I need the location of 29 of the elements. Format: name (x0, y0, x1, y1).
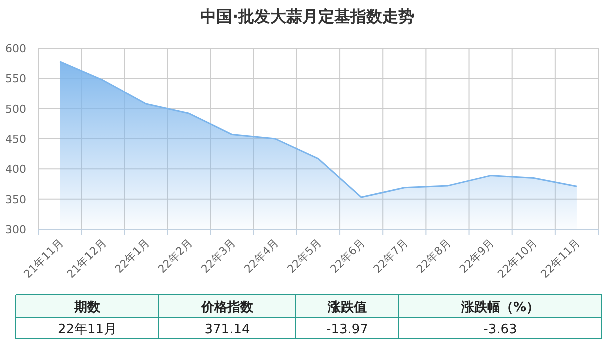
text: 期数 (74, 300, 102, 316)
y-tick-label: 350 (6, 193, 26, 206)
y-tick-label: 550 (6, 72, 26, 86)
y-tick-label: 450 (6, 133, 26, 146)
x-tick-label: 22年3月 (198, 236, 238, 276)
text: -3.63 (484, 322, 518, 338)
text: 涨跌幅（%） (460, 300, 540, 316)
text: 22年11月 (58, 322, 118, 338)
x-tick-label: 22年9月 (457, 236, 497, 276)
x-tick-label: 22年2月 (156, 236, 196, 276)
x-tick-label: 22年11月 (538, 236, 584, 281)
y-tick-label: 400 (6, 163, 26, 176)
x-tick-label: 22年5月 (285, 236, 325, 276)
text: 价格指数 (200, 300, 254, 316)
y-tick-label: 600 (6, 42, 26, 56)
x-tick-label: 22年8月 (414, 236, 454, 276)
x-tick-label: 21年12月 (64, 236, 110, 281)
text: 371.14 (204, 322, 250, 338)
x-tick-label: 22年7月 (371, 236, 411, 276)
x-tick-label: 22年1月 (112, 236, 152, 276)
text: 涨跌值 (327, 300, 367, 316)
x-tick-label: 22年10月 (495, 236, 540, 281)
x-tick-label: 22年4月 (242, 236, 282, 276)
y-tick-label: 300 (6, 224, 26, 236)
y-tick-label: 500 (6, 102, 26, 116)
chart-title: 中国·批发大蒜月定基指数走势 (200, 7, 415, 26)
text: -13.97 (326, 322, 368, 338)
x-tick-label: 21年11月 (22, 236, 66, 281)
x-tick-label: 22年6月 (328, 236, 368, 276)
